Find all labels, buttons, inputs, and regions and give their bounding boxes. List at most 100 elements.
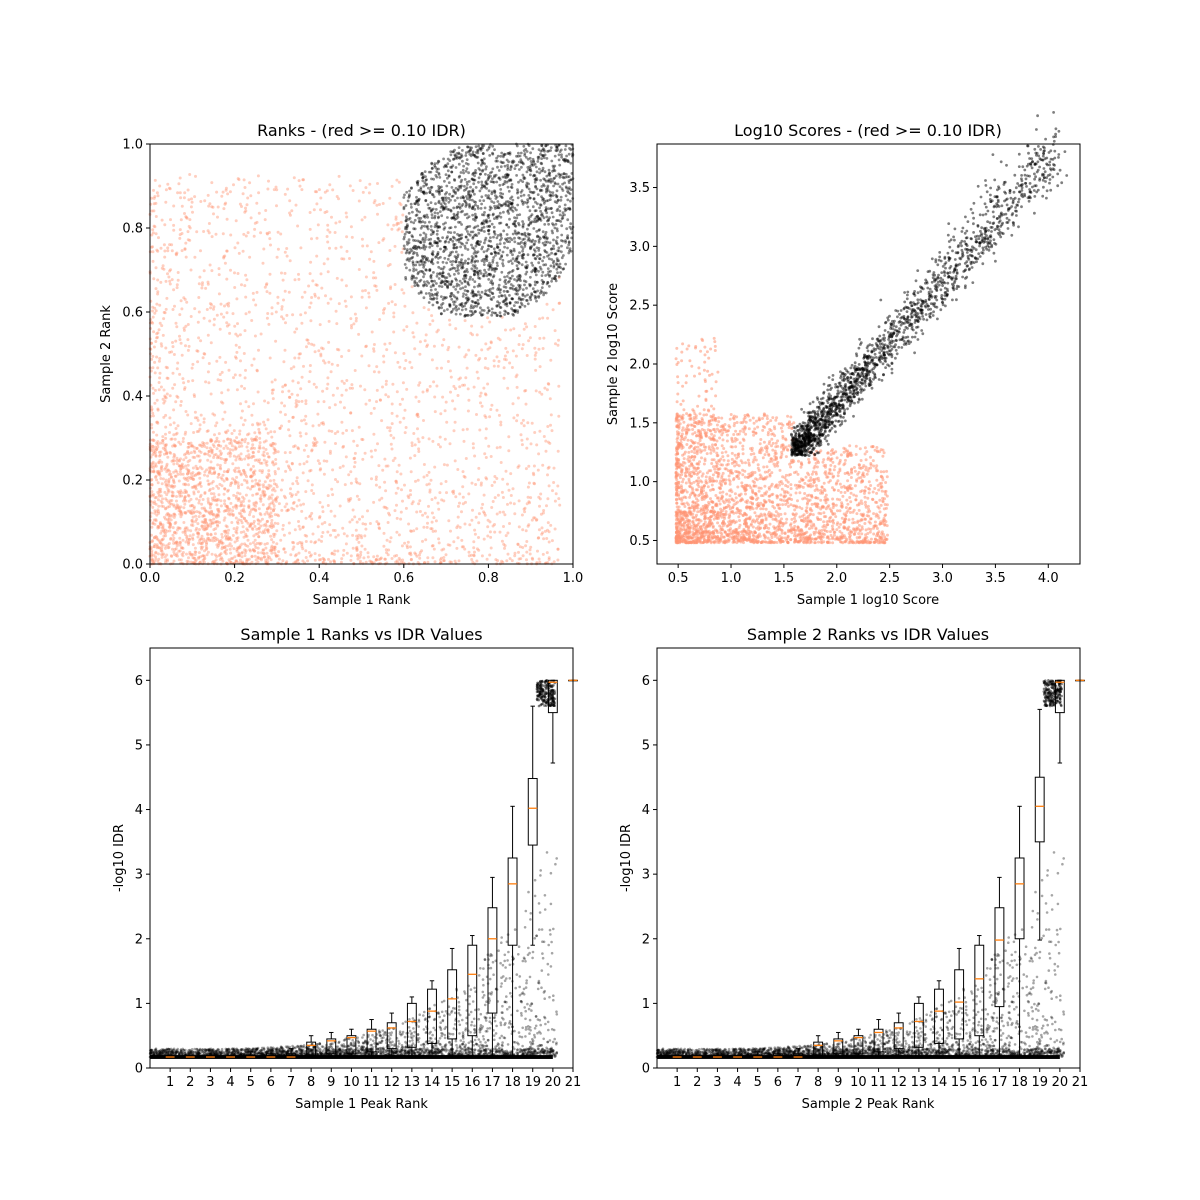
rank-point-red: [267, 322, 271, 326]
rank-point-red: [165, 464, 169, 468]
rank-point-black: [492, 247, 496, 251]
rank-point-red: [405, 325, 409, 329]
rank-point-red: [182, 506, 186, 510]
rank-point-red: [185, 559, 189, 563]
rank-point-red: [255, 290, 259, 294]
rank-point-black: [421, 179, 425, 183]
rank-point-red: [537, 452, 541, 456]
rank-point-black: [461, 286, 465, 290]
rank-point-red: [308, 370, 312, 374]
rank-point-red: [218, 521, 221, 524]
rank-point-red: [217, 542, 221, 546]
rank-point-red: [157, 359, 161, 363]
rank-point-red: [213, 433, 216, 437]
rank-point-black: [529, 173, 532, 177]
rank-point-red: [161, 477, 165, 481]
rank-point-red: [179, 196, 183, 200]
rank-point-red: [231, 462, 235, 466]
rank-point-red: [200, 506, 204, 510]
rank-point-black: [449, 311, 453, 314]
rank-point-red: [172, 288, 176, 292]
rank-point-red: [258, 542, 262, 546]
rank-point-red: [162, 534, 166, 538]
rank-point-red: [211, 560, 215, 563]
rank-point-red: [219, 453, 223, 457]
rank-point-red: [536, 536, 540, 540]
rank-point-black: [448, 226, 451, 230]
rank-point-red: [272, 532, 276, 536]
rank-point-black: [470, 198, 474, 202]
rank-point-red: [191, 515, 195, 519]
rank-point-red: [217, 273, 221, 277]
rank-point-red: [166, 376, 170, 380]
rank-point-red: [270, 544, 274, 548]
rank-point-red: [326, 382, 330, 386]
rank-point-black: [564, 262, 567, 266]
rank-point-red: [489, 535, 493, 539]
rank-point-black: [463, 199, 466, 203]
rank-point-red: [151, 245, 154, 249]
rank-point-red: [273, 482, 276, 486]
rank-point-red: [312, 492, 316, 495]
rank-point-red: [296, 482, 300, 486]
rank-point-black: [514, 301, 517, 304]
rank-point-red: [167, 480, 171, 484]
rank-point-red: [202, 560, 206, 564]
rank-point-black: [544, 291, 548, 295]
rank-point-black: [548, 198, 552, 202]
rank-point-red: [520, 421, 524, 425]
rank-point-black: [506, 246, 509, 250]
rank-point-red: [281, 523, 285, 527]
rank-point-red: [159, 523, 163, 526]
rank-point-black: [485, 259, 489, 262]
rank-point-red: [210, 509, 214, 513]
rank-point-red: [479, 391, 483, 395]
rank-point-black: [536, 254, 539, 258]
rank-point-red: [209, 341, 213, 345]
rank-point-red: [197, 515, 201, 519]
rank-point-black: [405, 190, 409, 194]
rank-point-red: [520, 443, 524, 447]
rank-point-black: [524, 260, 528, 264]
rank-point-red: [154, 454, 158, 458]
rank-point-red: [270, 444, 274, 448]
rank-point-red: [175, 540, 179, 544]
rank-point-red: [219, 539, 223, 542]
rank-point-black: [539, 161, 543, 165]
rank-point-red: [219, 552, 223, 556]
rank-point-black: [460, 236, 463, 240]
rank-point-red: [289, 553, 293, 557]
rank-point-black: [492, 225, 496, 229]
rank-point-red: [214, 558, 218, 562]
rank-point-red: [178, 372, 182, 376]
rank-point-red: [431, 529, 435, 533]
rank-point-red: [328, 230, 332, 234]
rank-point-red: [449, 375, 453, 379]
rank-point-black: [555, 189, 559, 193]
rank-point-red: [504, 328, 507, 332]
rank-point-red: [499, 423, 503, 427]
rank-point-red: [457, 504, 460, 508]
rank-point-red: [225, 525, 229, 529]
rank-point-red: [482, 537, 486, 541]
rank-point-black: [403, 263, 407, 266]
rank-point-red: [528, 501, 531, 505]
rank-point-black: [502, 161, 505, 165]
rank-point-black: [545, 157, 549, 160]
rank-point-red: [353, 456, 357, 460]
rank-point-red: [156, 538, 160, 542]
rank-point-red: [330, 429, 334, 433]
rank-point-red: [444, 553, 448, 557]
rank-point-red: [377, 241, 381, 245]
rank-point-red: [273, 532, 277, 536]
rank-point-red: [231, 448, 235, 452]
rank-point-red: [239, 441, 243, 445]
rank-point-red: [252, 507, 256, 511]
rank-point-black: [564, 239, 567, 243]
rank-point-red: [421, 539, 424, 543]
rank-point-black: [426, 227, 430, 231]
rank-point-red: [153, 388, 157, 392]
rank-point-red: [321, 556, 325, 560]
rank-point-red: [549, 413, 553, 417]
rank-point-red: [221, 559, 225, 563]
